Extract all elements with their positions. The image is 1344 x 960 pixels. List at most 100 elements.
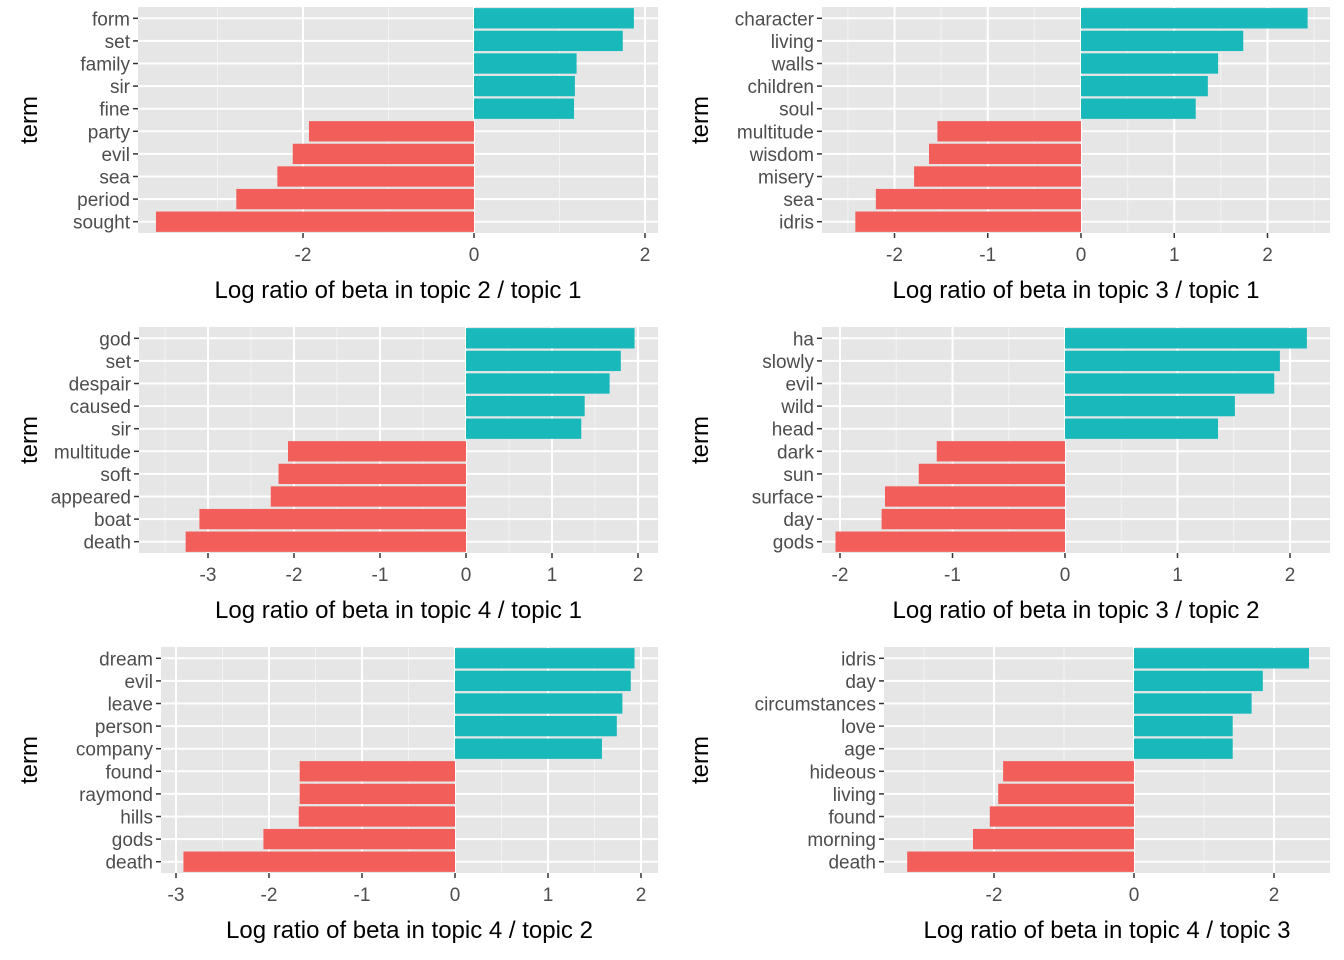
y-tick-label: gods	[112, 830, 153, 851]
y-tick-label: day	[783, 510, 814, 531]
bar-surface	[885, 486, 1065, 507]
y-axis-title: term	[687, 416, 714, 464]
bar-family	[474, 53, 577, 74]
y-tick-label: death	[828, 853, 876, 874]
y-tick-label: living	[771, 32, 814, 53]
bar-age	[1134, 738, 1233, 759]
bar-company	[455, 738, 602, 759]
y-tick-label: despair	[69, 375, 132, 396]
y-tick-label: misery	[758, 168, 814, 189]
bar-dream	[455, 648, 635, 669]
y-tick-label: sea	[99, 168, 130, 189]
x-tick-label: -2	[832, 565, 849, 586]
y-tick-label: death	[105, 853, 153, 874]
bar-morning	[973, 828, 1134, 850]
bar-misery	[914, 166, 1081, 187]
y-tick-label: god	[99, 329, 131, 350]
y-tick-label: set	[105, 32, 131, 53]
y-axis-title: term	[16, 416, 43, 464]
bar-fine	[474, 98, 575, 119]
y-tick-label: soft	[100, 465, 131, 486]
x-tick-label: -1	[372, 565, 389, 586]
x-axis-title: Log ratio of beta in topic 3 / topic 2	[893, 597, 1260, 624]
bar-form	[474, 8, 634, 29]
y-tick-label: hills	[120, 808, 153, 829]
chart-panel-2: characterlivingwallschildrensoulmultitud…	[687, 7, 1330, 304]
y-tick-label: fine	[99, 100, 130, 121]
y-tick-label: wisdom	[749, 145, 814, 166]
x-tick-label: -3	[200, 565, 217, 586]
y-tick-label: children	[747, 77, 814, 98]
x-tick-label: 2	[1262, 245, 1273, 266]
y-tick-label: evil	[785, 375, 814, 396]
y-tick-label: person	[95, 717, 153, 738]
bar-party	[308, 121, 474, 142]
y-tick-label: circumstances	[755, 695, 876, 716]
y-tick-label: appeared	[51, 488, 131, 509]
bar-circumstances	[1134, 693, 1252, 714]
y-tick-label: dream	[99, 649, 153, 670]
x-tick-label: -3	[168, 885, 185, 906]
x-tick-label: 0	[1076, 245, 1087, 266]
bar-sun	[918, 463, 1065, 485]
y-tick-label: sir	[110, 77, 131, 98]
x-tick-label: 2	[633, 565, 644, 586]
bar-soul	[1081, 98, 1196, 119]
y-tick-label: family	[80, 55, 130, 76]
y-tick-label: gods	[773, 533, 814, 554]
x-axis-title: Log ratio of beta in topic 4 / topic 3	[924, 917, 1291, 944]
y-tick-label: caused	[70, 397, 131, 418]
y-tick-label: age	[844, 740, 876, 761]
bar-person	[455, 715, 617, 737]
bar-sir	[466, 418, 582, 439]
y-tick-label: found	[828, 808, 876, 829]
x-tick-label: 1	[547, 565, 558, 586]
bar-leave	[455, 693, 623, 714]
y-tick-label: sea	[783, 190, 814, 211]
bar-idris	[855, 211, 1081, 232]
bar-death	[907, 851, 1134, 872]
x-axis-title: Log ratio of beta in topic 2 / topic 1	[215, 277, 582, 304]
y-axis-title: term	[687, 96, 714, 144]
bar-ha	[1065, 328, 1307, 349]
x-tick-label: 2	[640, 245, 651, 266]
bar-multitude	[937, 121, 1081, 142]
y-axis-title: term	[687, 736, 714, 784]
bar-raymond	[299, 783, 455, 805]
y-tick-label: multitude	[54, 442, 131, 463]
y-tick-label: sir	[111, 420, 132, 441]
bar-death	[185, 531, 466, 552]
x-tick-label: 1	[543, 885, 554, 906]
y-axis-title: term	[16, 96, 43, 144]
x-axis-title: Log ratio of beta in topic 4 / topic 1	[215, 597, 582, 624]
chart-panel-3: godsetdespaircausedsirmultitudesoftappea…	[16, 327, 658, 624]
bar-caused	[466, 395, 585, 417]
y-axis-title: term	[16, 736, 43, 784]
y-tick-label: surface	[752, 488, 814, 509]
bar-hideous	[1003, 761, 1134, 782]
chart-panel-1: formsetfamilysirfinepartyevilseaperiodso…	[16, 7, 658, 304]
bar-day	[1134, 670, 1263, 692]
y-tick-label: walls	[771, 55, 814, 76]
y-tick-label: period	[77, 190, 130, 211]
x-tick-label: -2	[886, 245, 903, 266]
x-tick-label: 0	[461, 565, 472, 586]
y-tick-label: evil	[124, 672, 153, 693]
y-tick-label: hideous	[809, 762, 876, 783]
y-tick-label: company	[76, 740, 154, 761]
y-tick-label: form	[92, 9, 130, 30]
bar-god	[466, 328, 635, 349]
y-tick-label: day	[845, 672, 876, 693]
y-tick-label: boat	[94, 510, 132, 531]
bar-multitude	[287, 441, 466, 462]
bar-children	[1081, 75, 1208, 97]
bar-evil	[1065, 373, 1275, 394]
bar-love	[1134, 715, 1233, 737]
bar-walls	[1081, 53, 1219, 74]
bar-sea	[875, 188, 1081, 210]
bar-soft	[278, 463, 466, 485]
y-tick-label: evil	[101, 145, 130, 166]
x-tick-label: -1	[944, 565, 961, 586]
x-tick-label: -1	[979, 245, 996, 266]
